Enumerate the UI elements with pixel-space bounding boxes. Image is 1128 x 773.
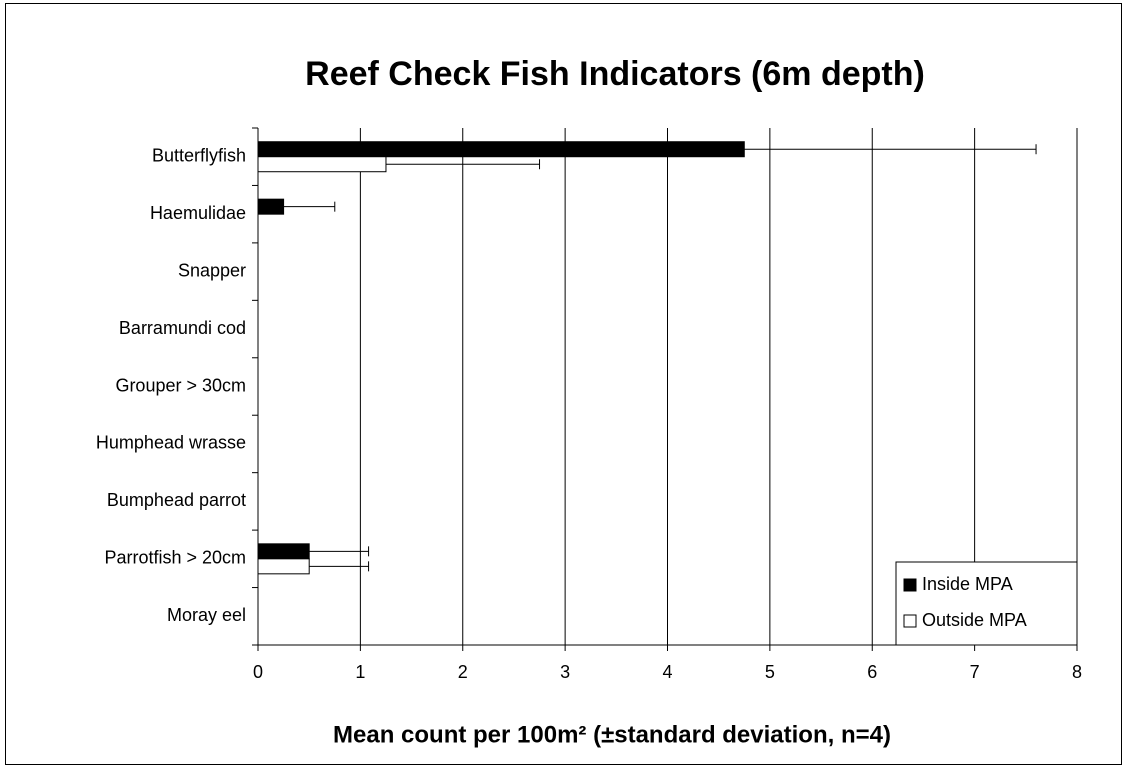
legend-swatch	[903, 578, 917, 592]
x-tick-label: 4	[662, 662, 672, 682]
y-tick-label: Haemulidae	[150, 203, 246, 223]
x-tick-label: 0	[253, 662, 263, 682]
legend-box	[895, 561, 1078, 646]
legend-swatch	[903, 614, 917, 628]
x-tick-label: 1	[355, 662, 365, 682]
x-tick-label: 2	[458, 662, 468, 682]
legend-label: Inside MPA	[922, 574, 1013, 594]
x-tick-label: 8	[1072, 662, 1082, 682]
y-tick-label: Butterflyfish	[152, 145, 246, 165]
x-axis-label: Mean count per 100m² (±standard deviatio…	[333, 721, 891, 748]
x-tick-label: 7	[970, 662, 980, 682]
y-tick-label: Bumphead parrot	[107, 490, 246, 510]
bar	[257, 543, 310, 560]
bar	[257, 198, 285, 215]
y-tick-label: Snapper	[178, 260, 246, 280]
y-tick-label: Grouper > 30cm	[115, 375, 246, 395]
chart-title: Reef Check Fish Indicators (6m depth)	[305, 55, 925, 93]
y-tick-label: Humphead wrasse	[96, 433, 246, 453]
x-tick-label: 3	[560, 662, 570, 682]
bar	[257, 141, 745, 158]
legend-label: Outside MPA	[922, 610, 1027, 630]
y-tick-label: Barramundi cod	[119, 318, 246, 338]
y-tick-label: Moray eel	[167, 605, 246, 625]
bar	[257, 558, 310, 575]
x-tick-label: 6	[867, 662, 877, 682]
bar	[257, 156, 387, 173]
y-tick-label: Parrotfish > 20cm	[104, 548, 246, 568]
x-tick-label: 5	[765, 662, 775, 682]
